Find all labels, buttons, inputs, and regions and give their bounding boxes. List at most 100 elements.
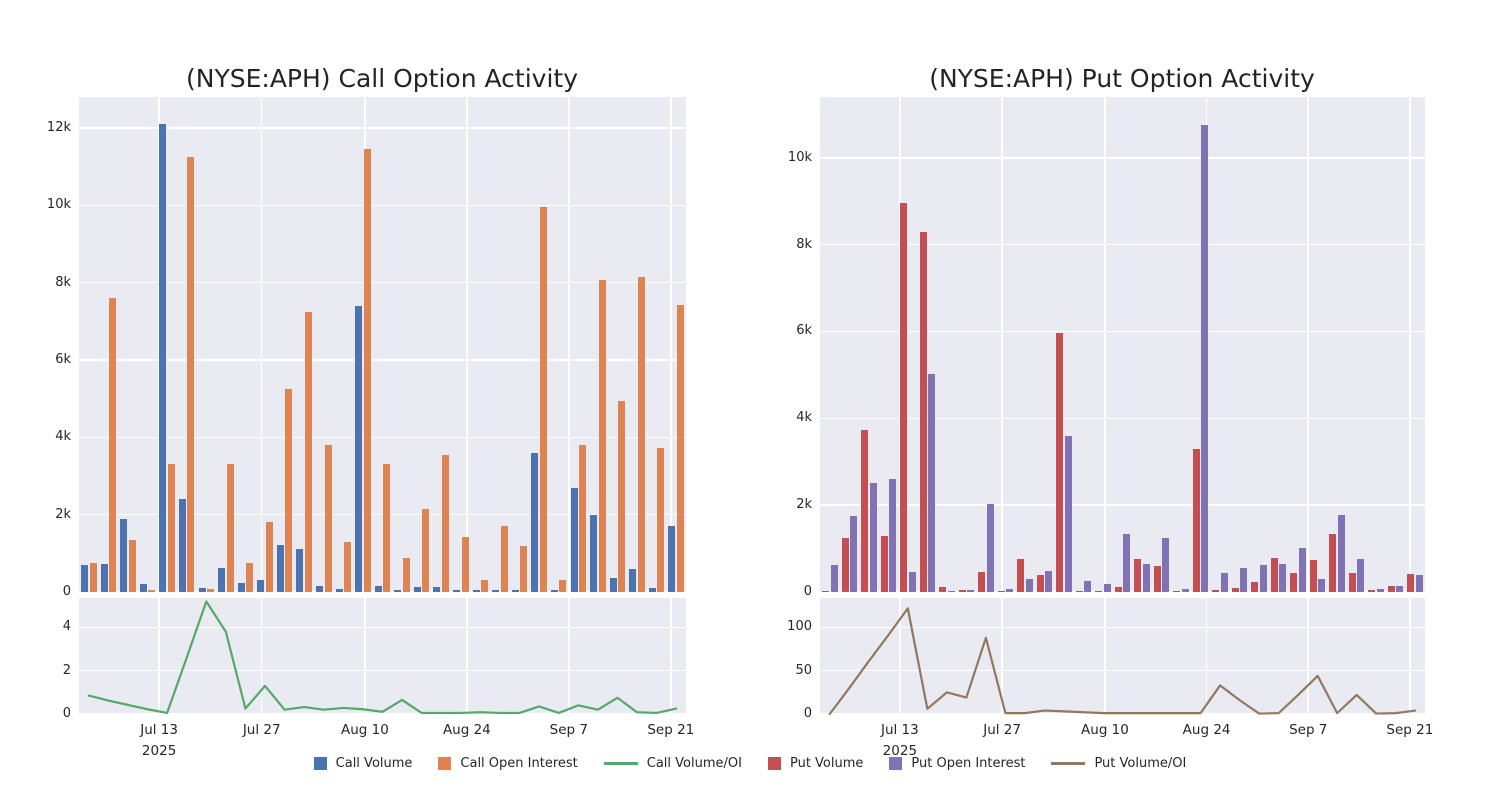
bar-call-open-interest [344, 541, 352, 592]
xtick-label: Jul 13 [880, 722, 919, 738]
bar-call-open-interest [579, 445, 587, 592]
bar-call-volume [296, 549, 304, 592]
bar-call-open-interest [637, 276, 645, 592]
put-main-gridline-h [820, 504, 1425, 506]
bar-call-open-interest [207, 588, 215, 592]
legend-item-put-volume-oi[interactable]: Put Volume/OI [1051, 756, 1186, 771]
bar-call-open-interest [246, 562, 254, 592]
bar-call-volume [257, 580, 265, 592]
put-sub-gridline-v [899, 598, 901, 714]
bar-put-open-interest [1103, 584, 1111, 592]
put-main-ytick-label: 2k [796, 497, 812, 513]
legend-item-call-volume[interactable]: Call Volume [313, 756, 412, 771]
bar-put-volume [1251, 581, 1259, 592]
bar-put-volume [1290, 573, 1298, 592]
bar-put-open-interest [1162, 537, 1170, 592]
bar-put-open-interest [1220, 572, 1228, 592]
call-sub-gridline-v [568, 598, 570, 714]
bar-call-volume [668, 526, 676, 592]
legend-label: Put Open Interest [911, 756, 1026, 771]
legend-item-call-volume-oi[interactable]: Call Volume/OI [603, 756, 742, 771]
bar-put-volume [958, 589, 966, 592]
bar-call-open-interest [559, 580, 567, 592]
call-main-gridline-v [568, 97, 570, 592]
put-volume-oi-swatch-line-icon [1051, 762, 1086, 765]
bar-put-volume [1153, 565, 1161, 592]
bar-put-open-interest [1025, 578, 1033, 592]
xtick-label: Jul 13 [140, 722, 178, 738]
bar-put-volume [1407, 573, 1415, 592]
bar-put-open-interest [889, 479, 897, 592]
bar-call-open-interest [128, 539, 136, 592]
bar-put-open-interest [869, 482, 877, 592]
bar-put-open-interest [1259, 565, 1267, 592]
bar-put-open-interest [1279, 563, 1287, 592]
call-main-ytick-label: 8k [55, 274, 71, 290]
put-chart-title: (NYSE:APH) Put Option Activity [929, 64, 1315, 93]
bar-put-volume [1056, 332, 1064, 592]
bar-call-open-interest [109, 298, 117, 592]
bar-put-open-interest [1181, 589, 1189, 592]
put-sub-gridline-v [1409, 598, 1411, 714]
xtick-year-label: 2025 [882, 743, 918, 759]
put-sub-gridline-h [820, 626, 1425, 629]
call-main-ytick-label: 4k [55, 429, 71, 445]
xtick-label: Sep 21 [647, 722, 695, 738]
xtick-label: Aug 10 [340, 722, 389, 738]
call-open-interest-swatch-square-icon [438, 757, 452, 770]
bar-put-volume [900, 202, 908, 592]
bar-call-volume [335, 589, 343, 592]
call-main-gridline-h [79, 359, 686, 361]
put-main-gridline-h [820, 243, 1425, 246]
bar-call-volume [531, 452, 539, 592]
bar-put-volume [1329, 534, 1337, 592]
bar-put-open-interest [1298, 548, 1306, 592]
put-main-ytick-label: 10k [787, 149, 812, 165]
call-main-gridline-v [158, 97, 160, 592]
bar-call-volume [139, 583, 147, 592]
legend-item-put-open-interest[interactable]: Put Open Interest [889, 756, 1025, 771]
bar-put-volume [1368, 589, 1376, 592]
bar-call-open-interest [89, 562, 97, 592]
bar-call-volume [570, 487, 578, 592]
bar-put-volume [1309, 559, 1317, 592]
bar-call-open-interest [383, 464, 391, 592]
xtick-label: Aug 24 [442, 722, 491, 738]
xtick-label: Aug 24 [1182, 722, 1231, 738]
legend-item-put-volume[interactable]: Put Volume [767, 756, 863, 771]
bar-call-open-interest [618, 400, 626, 592]
bar-call-open-interest [676, 305, 684, 592]
bar-put-volume [880, 535, 888, 592]
bar-call-open-interest [226, 464, 234, 592]
bar-put-open-interest [928, 373, 936, 592]
bar-call-open-interest [167, 464, 175, 592]
call-main-gridline-v [260, 97, 263, 592]
bar-call-open-interest [657, 448, 665, 592]
bar-call-volume [394, 590, 402, 592]
put-sub-gridline-v [1001, 598, 1003, 714]
bar-put-volume [841, 537, 849, 592]
bar-call-volume [237, 582, 245, 592]
line-put-volume-oi [828, 607, 1417, 716]
bar-call-open-interest [148, 589, 156, 592]
bar-call-open-interest [304, 311, 312, 592]
legend-item-call-open-interest[interactable]: Call Open Interest [438, 756, 578, 771]
bar-call-volume [648, 588, 656, 592]
call-main-plot-area [79, 97, 686, 593]
bar-call-volume [120, 518, 128, 592]
bar-put-open-interest [1142, 564, 1150, 592]
call-main-gridline-v [670, 97, 672, 592]
put-main-ytick-label: 6k [796, 323, 812, 339]
call-volume-swatch-square-icon [313, 757, 327, 770]
bar-put-open-interest [830, 565, 838, 592]
call-sub-gridline-h [79, 669, 686, 672]
call-sub-gridline-v [364, 598, 366, 714]
call-sub-gridline-h [79, 713, 686, 715]
put-sub-ytick-label: 0 [803, 706, 812, 721]
bar-put-open-interest [1045, 571, 1053, 592]
bar-put-open-interest [1006, 589, 1014, 592]
put-main-gridline-h [820, 417, 1425, 420]
put-sub-gridline-v [1307, 598, 1309, 714]
put-main-gridline-h [820, 157, 1425, 159]
bar-call-volume [413, 587, 421, 592]
